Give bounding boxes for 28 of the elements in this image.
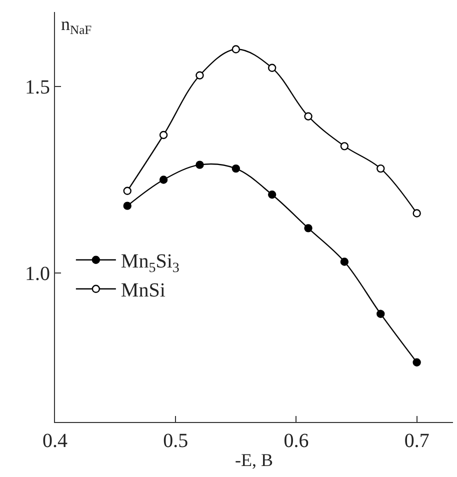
y-tick-label: 1.5 — [25, 76, 50, 99]
point — [196, 71, 204, 80]
point — [340, 258, 349, 266]
point — [304, 112, 312, 120]
legend-label: MnSi — [120, 280, 166, 302]
legend-label: Mn$_{5}$Si$_{3}$ — [120, 250, 180, 276]
point — [412, 358, 421, 366]
point — [376, 310, 385, 318]
x-tick-label: 0.5 — [163, 430, 188, 452]
x-tick-label: 0.4 — [42, 430, 68, 452]
point — [412, 209, 421, 218]
y-axis-title: n$_{NaF}$ — [61, 14, 92, 37]
point — [123, 186, 132, 196]
y-tick-label: 1.0 — [25, 262, 50, 285]
point — [340, 142, 349, 150]
point — [304, 224, 312, 232]
point — [232, 45, 240, 54]
point — [196, 160, 204, 169]
point — [376, 164, 385, 173]
point — [159, 130, 168, 140]
point — [268, 190, 276, 199]
point — [159, 176, 168, 184]
x-tick-label: 0.6 — [284, 430, 309, 452]
x-tick-label: 0.7 — [404, 430, 430, 452]
point — [232, 164, 240, 173]
point — [123, 202, 132, 210]
x-axis-title: -E, B — [235, 450, 273, 470]
point — [268, 64, 276, 72]
